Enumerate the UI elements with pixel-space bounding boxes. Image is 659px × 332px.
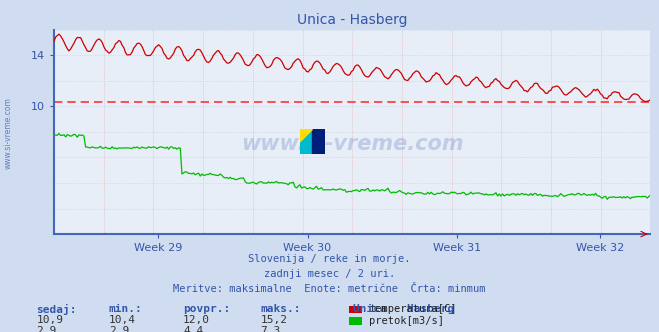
Polygon shape — [312, 129, 325, 154]
Polygon shape — [300, 129, 325, 154]
Text: maks.:: maks.: — [260, 304, 301, 314]
Text: sedaj:: sedaj: — [36, 304, 76, 315]
Text: 12,0: 12,0 — [183, 315, 210, 325]
Text: 2,9: 2,9 — [36, 326, 57, 332]
Text: pretok[m3/s]: pretok[m3/s] — [369, 316, 444, 326]
Text: www.si-vreme.com: www.si-vreme.com — [241, 134, 463, 154]
Polygon shape — [300, 129, 312, 142]
Text: Meritve: maksimalne  Enote: metrične  Črta: minmum: Meritve: maksimalne Enote: metrične Črta… — [173, 284, 486, 294]
Text: Slovenija / reke in morje.: Slovenija / reke in morje. — [248, 254, 411, 264]
Text: Unica - Hasberg: Unica - Hasberg — [353, 304, 454, 314]
Title: Unica - Hasberg: Unica - Hasberg — [297, 13, 407, 27]
Text: 15,2: 15,2 — [260, 315, 287, 325]
Text: 10,9: 10,9 — [36, 315, 63, 325]
Text: www.si-vreme.com: www.si-vreme.com — [4, 97, 13, 169]
Polygon shape — [300, 129, 325, 154]
Text: 4,4: 4,4 — [183, 326, 204, 332]
Text: zadnji mesec / 2 uri.: zadnji mesec / 2 uri. — [264, 269, 395, 279]
Text: 2,9: 2,9 — [109, 326, 129, 332]
Text: 10,4: 10,4 — [109, 315, 136, 325]
Text: povpr.:: povpr.: — [183, 304, 231, 314]
Text: temperatura[C]: temperatura[C] — [369, 304, 457, 314]
Text: min.:: min.: — [109, 304, 142, 314]
Text: 7,3: 7,3 — [260, 326, 281, 332]
